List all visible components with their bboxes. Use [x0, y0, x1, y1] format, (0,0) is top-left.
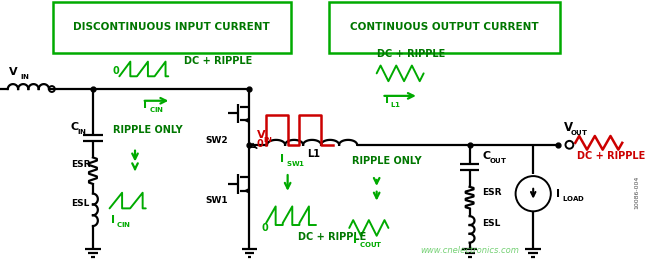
- Text: $\mathbf{CIN}$: $\mathbf{CIN}$: [149, 104, 164, 113]
- Text: SW2: SW2: [205, 136, 228, 145]
- Text: $\mathbf{OUT}$: $\mathbf{OUT}$: [570, 128, 589, 137]
- Text: $\mathbf{C}$: $\mathbf{C}$: [70, 120, 80, 132]
- Text: $\mathbf{V}$: $\mathbf{V}$: [257, 128, 267, 140]
- Text: $\mathbf{V}$: $\mathbf{V}$: [9, 65, 19, 77]
- Text: L1: L1: [307, 148, 320, 158]
- Text: $\mathbf{SW1}$: $\mathbf{SW1}$: [286, 159, 305, 168]
- Text: 0: 0: [113, 66, 119, 76]
- Text: $\mathbf{OUT}$: $\mathbf{OUT}$: [489, 156, 508, 165]
- Text: RIPPLE ONLY: RIPPLE ONLY: [113, 125, 182, 135]
- Text: $\mathbf{I}$: $\mathbf{I}$: [352, 233, 357, 245]
- Text: $\mathbf{LOAD}$: $\mathbf{LOAD}$: [561, 194, 585, 202]
- Text: $\mathbf{L1}$: $\mathbf{L1}$: [390, 100, 401, 109]
- Text: $\mathbf{C}$: $\mathbf{C}$: [482, 150, 492, 161]
- Text: DC + RIPPLE: DC + RIPPLE: [184, 56, 252, 66]
- Text: $\mathbf{I}$: $\mathbf{I}$: [110, 213, 114, 225]
- Text: $\mathbf{CIN}$: $\mathbf{CIN}$: [116, 220, 132, 229]
- Text: 0: 0: [261, 223, 268, 233]
- Text: $\mathbf{V}$: $\mathbf{V}$: [563, 121, 574, 134]
- Text: $\mathbf{I}$: $\mathbf{I}$: [142, 98, 147, 110]
- Text: $\mathbf{IN}$: $\mathbf{IN}$: [263, 135, 273, 144]
- Text: ESL: ESL: [72, 200, 89, 208]
- Text: 0: 0: [257, 139, 263, 149]
- Text: ESR: ESR: [72, 160, 91, 169]
- Text: $\mathbf{IN}$: $\mathbf{IN}$: [77, 127, 87, 136]
- Text: ESR: ESR: [482, 188, 502, 197]
- Text: $\mathbf{I}$: $\mathbf{I}$: [384, 93, 388, 105]
- Text: DISCONTINUOUS INPUT CURRENT: DISCONTINUOUS INPUT CURRENT: [74, 22, 270, 32]
- Text: www.cnelectronics.com: www.cnelectronics.com: [420, 247, 520, 255]
- Text: ESL: ESL: [482, 219, 501, 228]
- Text: CONTINUOUS OUTPUT CURRENT: CONTINUOUS OUTPUT CURRENT: [350, 22, 539, 32]
- Text: $\mathbf{COUT}$: $\mathbf{COUT}$: [359, 239, 383, 248]
- Text: DC + RIPPLE: DC + RIPPLE: [577, 151, 645, 161]
- Text: 10086-004: 10086-004: [634, 176, 639, 209]
- Text: $\mathbf{I}$: $\mathbf{I}$: [279, 152, 284, 164]
- Text: $\mathbf{I}$: $\mathbf{I}$: [555, 187, 560, 199]
- Text: DC + RIPPLE: DC + RIPPLE: [298, 232, 367, 242]
- Text: DC + RIPPLE: DC + RIPPLE: [376, 49, 445, 59]
- Text: $\mathbf{IN}$: $\mathbf{IN}$: [20, 72, 30, 81]
- Text: RIPPLE ONLY: RIPPLE ONLY: [352, 156, 422, 166]
- Text: SW1: SW1: [205, 197, 228, 205]
